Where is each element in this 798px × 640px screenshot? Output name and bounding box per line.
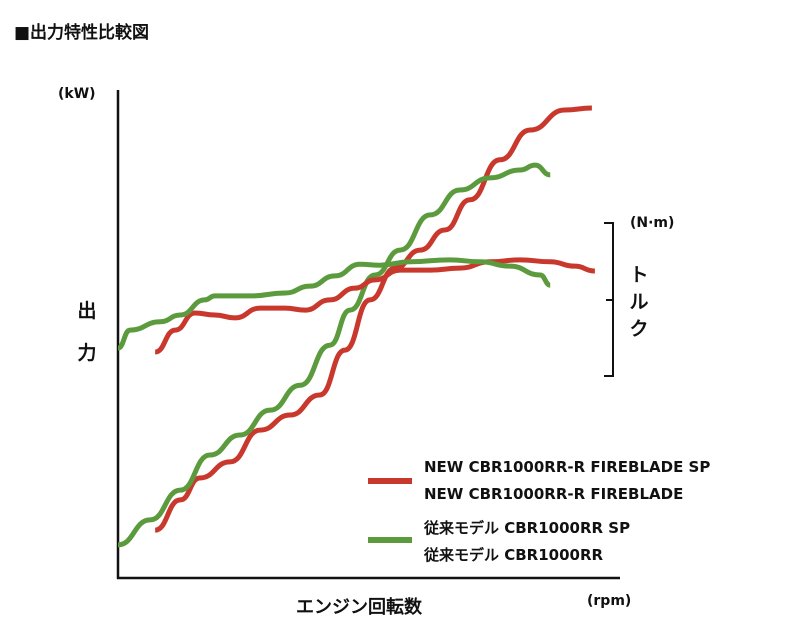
y-axis-unit: (kW) [58, 86, 96, 102]
torque-unit: (N·m) [630, 215, 675, 231]
legend-green-line2: 従来モデル CBR1000RR [424, 546, 604, 564]
series-line-output-0 [154, 105, 592, 533]
legend-red-line1: NEW CBR1000RR-R FIREBLADE SP [424, 458, 711, 476]
x-axis-label: エンジン回転数 [296, 597, 422, 618]
torque-label: トルク [629, 264, 649, 340]
chart-title: ■出力特性比較図 [14, 23, 150, 43]
torque-bracket [604, 222, 614, 377]
y-axis-label: 出力 [77, 300, 97, 364]
legend-green-line1: 従来モデル CBR1000RR SP [424, 519, 631, 537]
series-line-torque-3 [117, 257, 551, 351]
series-line-torque-2 [154, 257, 596, 355]
x-axis-unit: (rpm) [587, 593, 632, 609]
series-line-output-1 [117, 162, 551, 548]
legend-red-line2: NEW CBR1000RR-R FIREBLADE [424, 485, 684, 503]
